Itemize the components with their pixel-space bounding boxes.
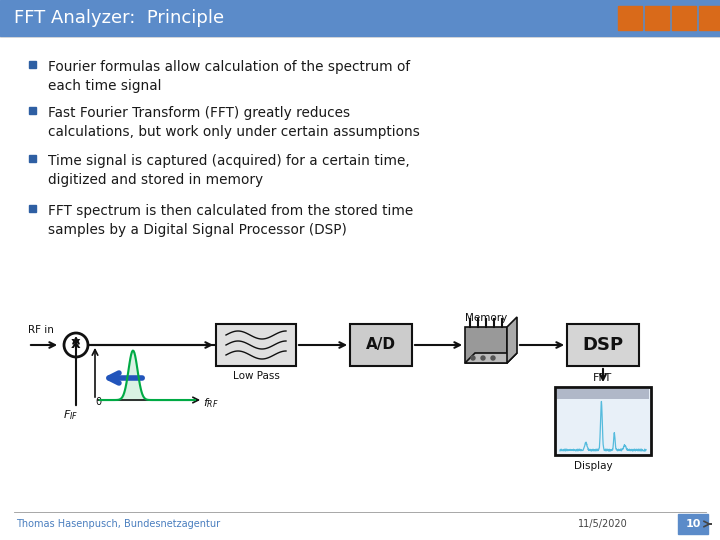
- Text: A/D: A/D: [366, 338, 396, 353]
- Text: Fourier formulas allow calculation of the spectrum of
each time signal: Fourier formulas allow calculation of th…: [48, 60, 410, 93]
- Bar: [29, 205, 35, 212]
- Bar: [618, 6, 642, 30]
- Text: Low Pass: Low Pass: [233, 371, 279, 381]
- Bar: [29, 60, 35, 68]
- Circle shape: [481, 356, 485, 360]
- Text: Display: Display: [574, 461, 612, 471]
- Text: 10: 10: [685, 519, 701, 529]
- FancyBboxPatch shape: [216, 324, 296, 366]
- Bar: [29, 106, 35, 113]
- FancyBboxPatch shape: [350, 324, 412, 366]
- Text: FFT spectrum is then calculated from the stored time
samples by a Digital Signal: FFT spectrum is then calculated from the…: [48, 204, 413, 237]
- Text: X: X: [71, 339, 81, 352]
- Text: FFT: FFT: [593, 373, 613, 383]
- Polygon shape: [465, 353, 517, 363]
- Text: RF in: RF in: [28, 325, 54, 335]
- Text: $F_{IF}$: $F_{IF}$: [63, 408, 78, 422]
- Text: Thomas Hasenpusch, Bundesnetzagentur: Thomas Hasenpusch, Bundesnetzagentur: [16, 519, 220, 529]
- Bar: [645, 6, 669, 30]
- Bar: [0, 0, 720, 36]
- Bar: [672, 6, 696, 30]
- Text: Time signal is captured (acquired) for a certain time,
digitized and stored in m: Time signal is captured (acquired) for a…: [48, 154, 410, 187]
- Polygon shape: [507, 317, 517, 363]
- Bar: [678, 514, 708, 534]
- Bar: [555, 387, 651, 455]
- Text: 0: 0: [95, 397, 101, 407]
- Circle shape: [491, 356, 495, 360]
- Text: Fast Fourier Transform (FFT) greatly reduces
calculations, but work only under c: Fast Fourier Transform (FFT) greatly red…: [48, 106, 420, 139]
- FancyBboxPatch shape: [567, 324, 639, 366]
- Text: Memory: Memory: [465, 313, 507, 323]
- Circle shape: [471, 356, 475, 360]
- Text: 11/5/2020: 11/5/2020: [578, 519, 628, 529]
- Text: DSP: DSP: [582, 336, 624, 354]
- Bar: [465, 327, 507, 363]
- Bar: [557, 389, 649, 399]
- Bar: [29, 154, 35, 161]
- Text: FFT Analyzer:  Principle: FFT Analyzer: Principle: [14, 9, 224, 27]
- Bar: [699, 6, 720, 30]
- Text: $f_{RF}$: $f_{RF}$: [203, 396, 219, 410]
